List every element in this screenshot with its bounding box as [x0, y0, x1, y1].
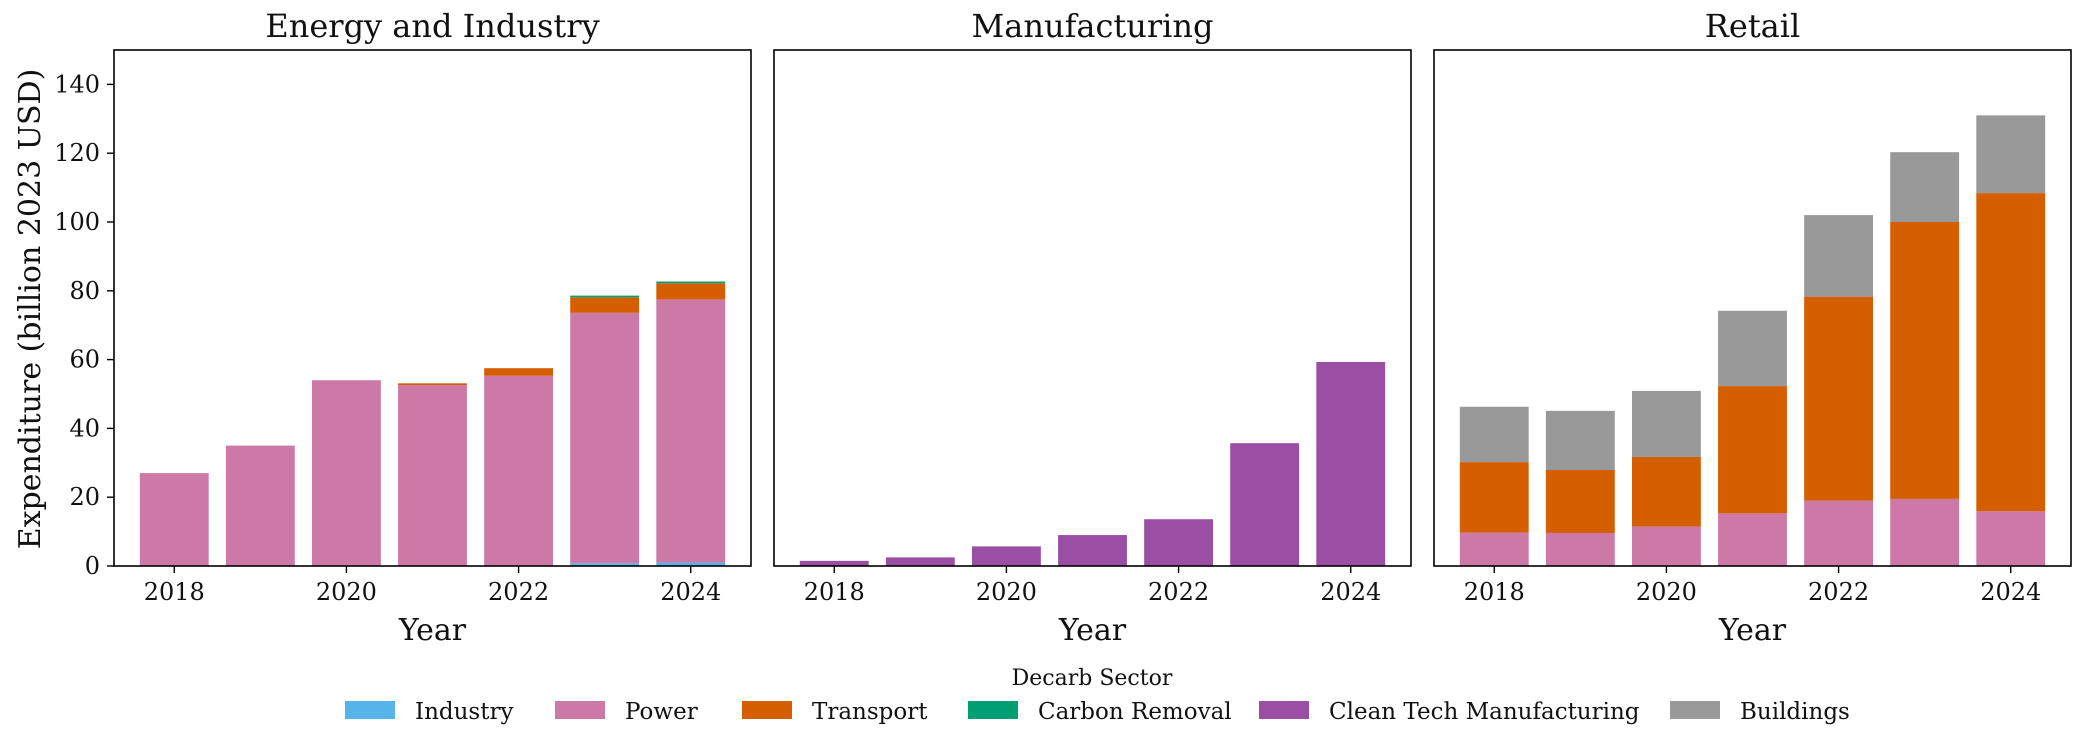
x-tick-label: 2022 — [488, 578, 549, 606]
bar-power-2019 — [1545, 532, 1615, 566]
y-tick-label: 100 — [54, 208, 100, 236]
panel-frame — [1433, 49, 2072, 567]
bar-power-2021 — [1718, 513, 1787, 566]
bar-buildings-2019 — [1545, 410, 1615, 471]
y-tick-label: 60 — [69, 346, 100, 374]
x-tick-label: 2020 — [1636, 578, 1697, 606]
legend-item-transport: Transport — [742, 699, 928, 725]
x-axis-label: Year — [1058, 613, 1127, 648]
bar-transport-2020 — [1631, 456, 1701, 527]
bar-transport-2021 — [1718, 386, 1787, 514]
bar-power-2021 — [398, 385, 467, 566]
legend-label: Buildings — [1740, 699, 1850, 725]
bar-transport-2023 — [1890, 222, 1960, 499]
bar-power-2020 — [311, 380, 381, 566]
x-tick-label: 2020 — [976, 578, 1037, 606]
bar-transport-2018 — [1459, 462, 1529, 533]
bar-power-2022 — [484, 375, 554, 566]
legend-title: Decarb Sector — [1012, 666, 1173, 691]
bar-power-2020 — [1631, 526, 1701, 566]
bar-power-2024 — [656, 299, 726, 563]
x-axis-label: Year — [1718, 613, 1787, 648]
legend-swatch — [345, 701, 395, 719]
legend-item-buildings: Buildings — [1670, 699, 1850, 725]
bar-buildings-2018 — [1459, 406, 1529, 463]
panels: Energy and Industry 2018 2020 2022 2024 Year 0… — [54, 7, 2072, 648]
bar-transport-2024 — [1976, 193, 2046, 512]
y-tick-label: 120 — [54, 139, 100, 167]
bar-power-2019 — [225, 445, 295, 566]
bar-transport-2022 — [1804, 296, 1874, 501]
bar-buildings-2021 — [1718, 310, 1787, 387]
bar-buildings-2022 — [1804, 215, 1874, 297]
x-tick-label: 2018 — [1464, 578, 1525, 606]
bar-clean-tech-manufacturing-2019 — [885, 557, 955, 566]
legend-item-industry: Industry — [345, 699, 513, 725]
y-tick-label: 140 — [54, 70, 100, 98]
legend-label: Industry — [415, 699, 513, 725]
y-tick-label: 40 — [69, 414, 100, 442]
x-axis-label: Year — [398, 613, 467, 648]
bar-clean-tech-manufacturing-2023 — [1230, 443, 1300, 566]
bar-clean-tech-manufacturing-2018 — [799, 560, 869, 566]
bar-carbon-removal-2024 — [656, 281, 726, 284]
legend-label: Power — [625, 699, 698, 725]
panel-1: Manufacturing 2018 2020 2022 2024 Year — [773, 7, 1412, 648]
bar-transport-2019 — [1545, 470, 1615, 533]
bar-industry-2024 — [656, 562, 726, 566]
x-tick-label: 2022 — [1808, 578, 1869, 606]
bar-power-2023 — [570, 312, 640, 564]
y-tick-label: 80 — [69, 277, 100, 305]
bar-buildings-2020 — [1631, 390, 1701, 457]
legend-item-carbon-removal: Carbon Removal — [968, 699, 1232, 725]
legend-swatch — [1670, 701, 1720, 719]
bar-power-2018 — [139, 473, 209, 566]
bar-transport-2021 — [398, 383, 467, 386]
bar-industry-2023 — [570, 563, 640, 566]
panel-title: Retail — [1705, 7, 1800, 45]
bar-power-2022 — [1804, 500, 1874, 566]
panel-0: Energy and Industry 2018 2020 2022 2024 Year 0… — [54, 7, 752, 648]
panel-frame — [773, 49, 1412, 567]
legend-entries: Industry Power Transport Carbon Removal Clea… — [345, 699, 1850, 725]
panel-frame — [113, 49, 752, 567]
panel-title: Manufacturing — [972, 7, 1214, 45]
y-axis-label: Expenditure (billion 2023 USD) — [13, 69, 48, 550]
legend-label: Transport — [812, 699, 928, 725]
panel-title: Energy and Industry — [265, 7, 599, 45]
bar-transport-2024 — [656, 283, 726, 300]
y-tick-label: 20 — [69, 483, 100, 511]
bar-buildings-2023 — [1890, 152, 1960, 222]
legend: Decarb Sector Industry Power Transport Carb… — [345, 666, 1850, 725]
legend-swatch — [1259, 701, 1309, 719]
bar-carbon-removal-2023 — [570, 295, 640, 298]
bar-transport-2022 — [484, 368, 554, 376]
x-tick-label: 2018 — [144, 578, 205, 606]
bar-buildings-2024 — [1976, 115, 2046, 194]
x-tick-label: 2020 — [316, 578, 377, 606]
legend-item-power: Power — [555, 699, 698, 725]
bar-transport-2023 — [570, 297, 640, 313]
legend-swatch — [968, 701, 1018, 719]
legend-item-clean-tech-manufacturing: Clean Tech Manufacturing — [1259, 699, 1640, 725]
legend-swatch — [742, 701, 792, 719]
bar-power-2023 — [1890, 498, 1960, 566]
legend-label: Clean Tech Manufacturing — [1329, 699, 1640, 725]
panel-2: Retail 2018 2020 2022 2024 Year — [1433, 7, 2072, 648]
x-tick-label: 2018 — [804, 578, 865, 606]
bar-clean-tech-manufacturing-2024 — [1316, 362, 1386, 566]
x-tick-label: 2024 — [1320, 578, 1381, 606]
legend-label: Carbon Removal — [1038, 699, 1232, 725]
y-tick-label: 0 — [85, 552, 100, 580]
bar-clean-tech-manufacturing-2020 — [971, 546, 1041, 566]
x-tick-label: 2022 — [1148, 578, 1209, 606]
x-tick-label: 2024 — [660, 578, 721, 606]
x-tick-label: 2024 — [1980, 578, 2041, 606]
legend-swatch — [555, 701, 605, 719]
bar-clean-tech-manufacturing-2021 — [1058, 535, 1127, 566]
bar-power-2018 — [1459, 532, 1529, 566]
bar-clean-tech-manufacturing-2022 — [1144, 519, 1214, 566]
bar-power-2024 — [1976, 511, 2046, 566]
